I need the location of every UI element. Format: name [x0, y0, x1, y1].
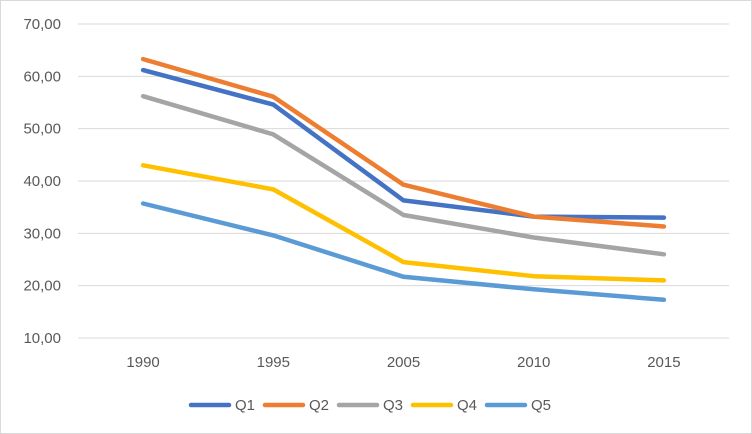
y-tick-label: 10,00	[23, 330, 61, 347]
legend: Q1 Q2 Q3 Q4 Q5	[188, 397, 551, 414]
y-tick-label: 60,00	[23, 68, 61, 85]
series-line-q3	[140, 93, 667, 257]
legend-item-q4: Q4	[410, 397, 477, 414]
x-tick-label: 2005	[387, 354, 420, 371]
series-line-q2	[140, 56, 667, 229]
x-tick-label: 1995	[257, 354, 290, 371]
legend-item-q3: Q3	[336, 397, 403, 414]
y-axis-labels: 10,00 20,00 30,00 40,00 50,00 60,00 70,00	[23, 16, 61, 347]
y-tick-label: 50,00	[23, 121, 61, 138]
y-tick-label: 20,00	[23, 278, 61, 295]
series-line-q4	[140, 163, 667, 283]
series-lines	[140, 56, 667, 303]
x-tick-label: 2010	[517, 354, 550, 371]
x-tick-label: 2015	[647, 354, 680, 371]
legend-item-q5: Q5	[484, 397, 551, 414]
legend-label: Q2	[309, 397, 329, 414]
x-tick-label: 1990	[126, 354, 159, 371]
legend-label: Q4	[457, 397, 477, 414]
series-line-q1	[140, 67, 667, 220]
x-axis-labels: 1990 1995 2005 2010 2015	[126, 354, 680, 371]
legend-item-q1: Q1	[188, 397, 255, 414]
legend-item-q2: Q2	[262, 397, 329, 414]
y-tick-label: 30,00	[23, 225, 61, 242]
legend-label: Q5	[531, 397, 551, 414]
legend-label: Q3	[383, 397, 403, 414]
y-tick-label: 70,00	[23, 16, 61, 33]
legend-label: Q1	[235, 397, 255, 414]
y-tick-label: 40,00	[23, 173, 61, 190]
series-line-q5	[140, 201, 667, 303]
gridlines	[78, 23, 729, 339]
